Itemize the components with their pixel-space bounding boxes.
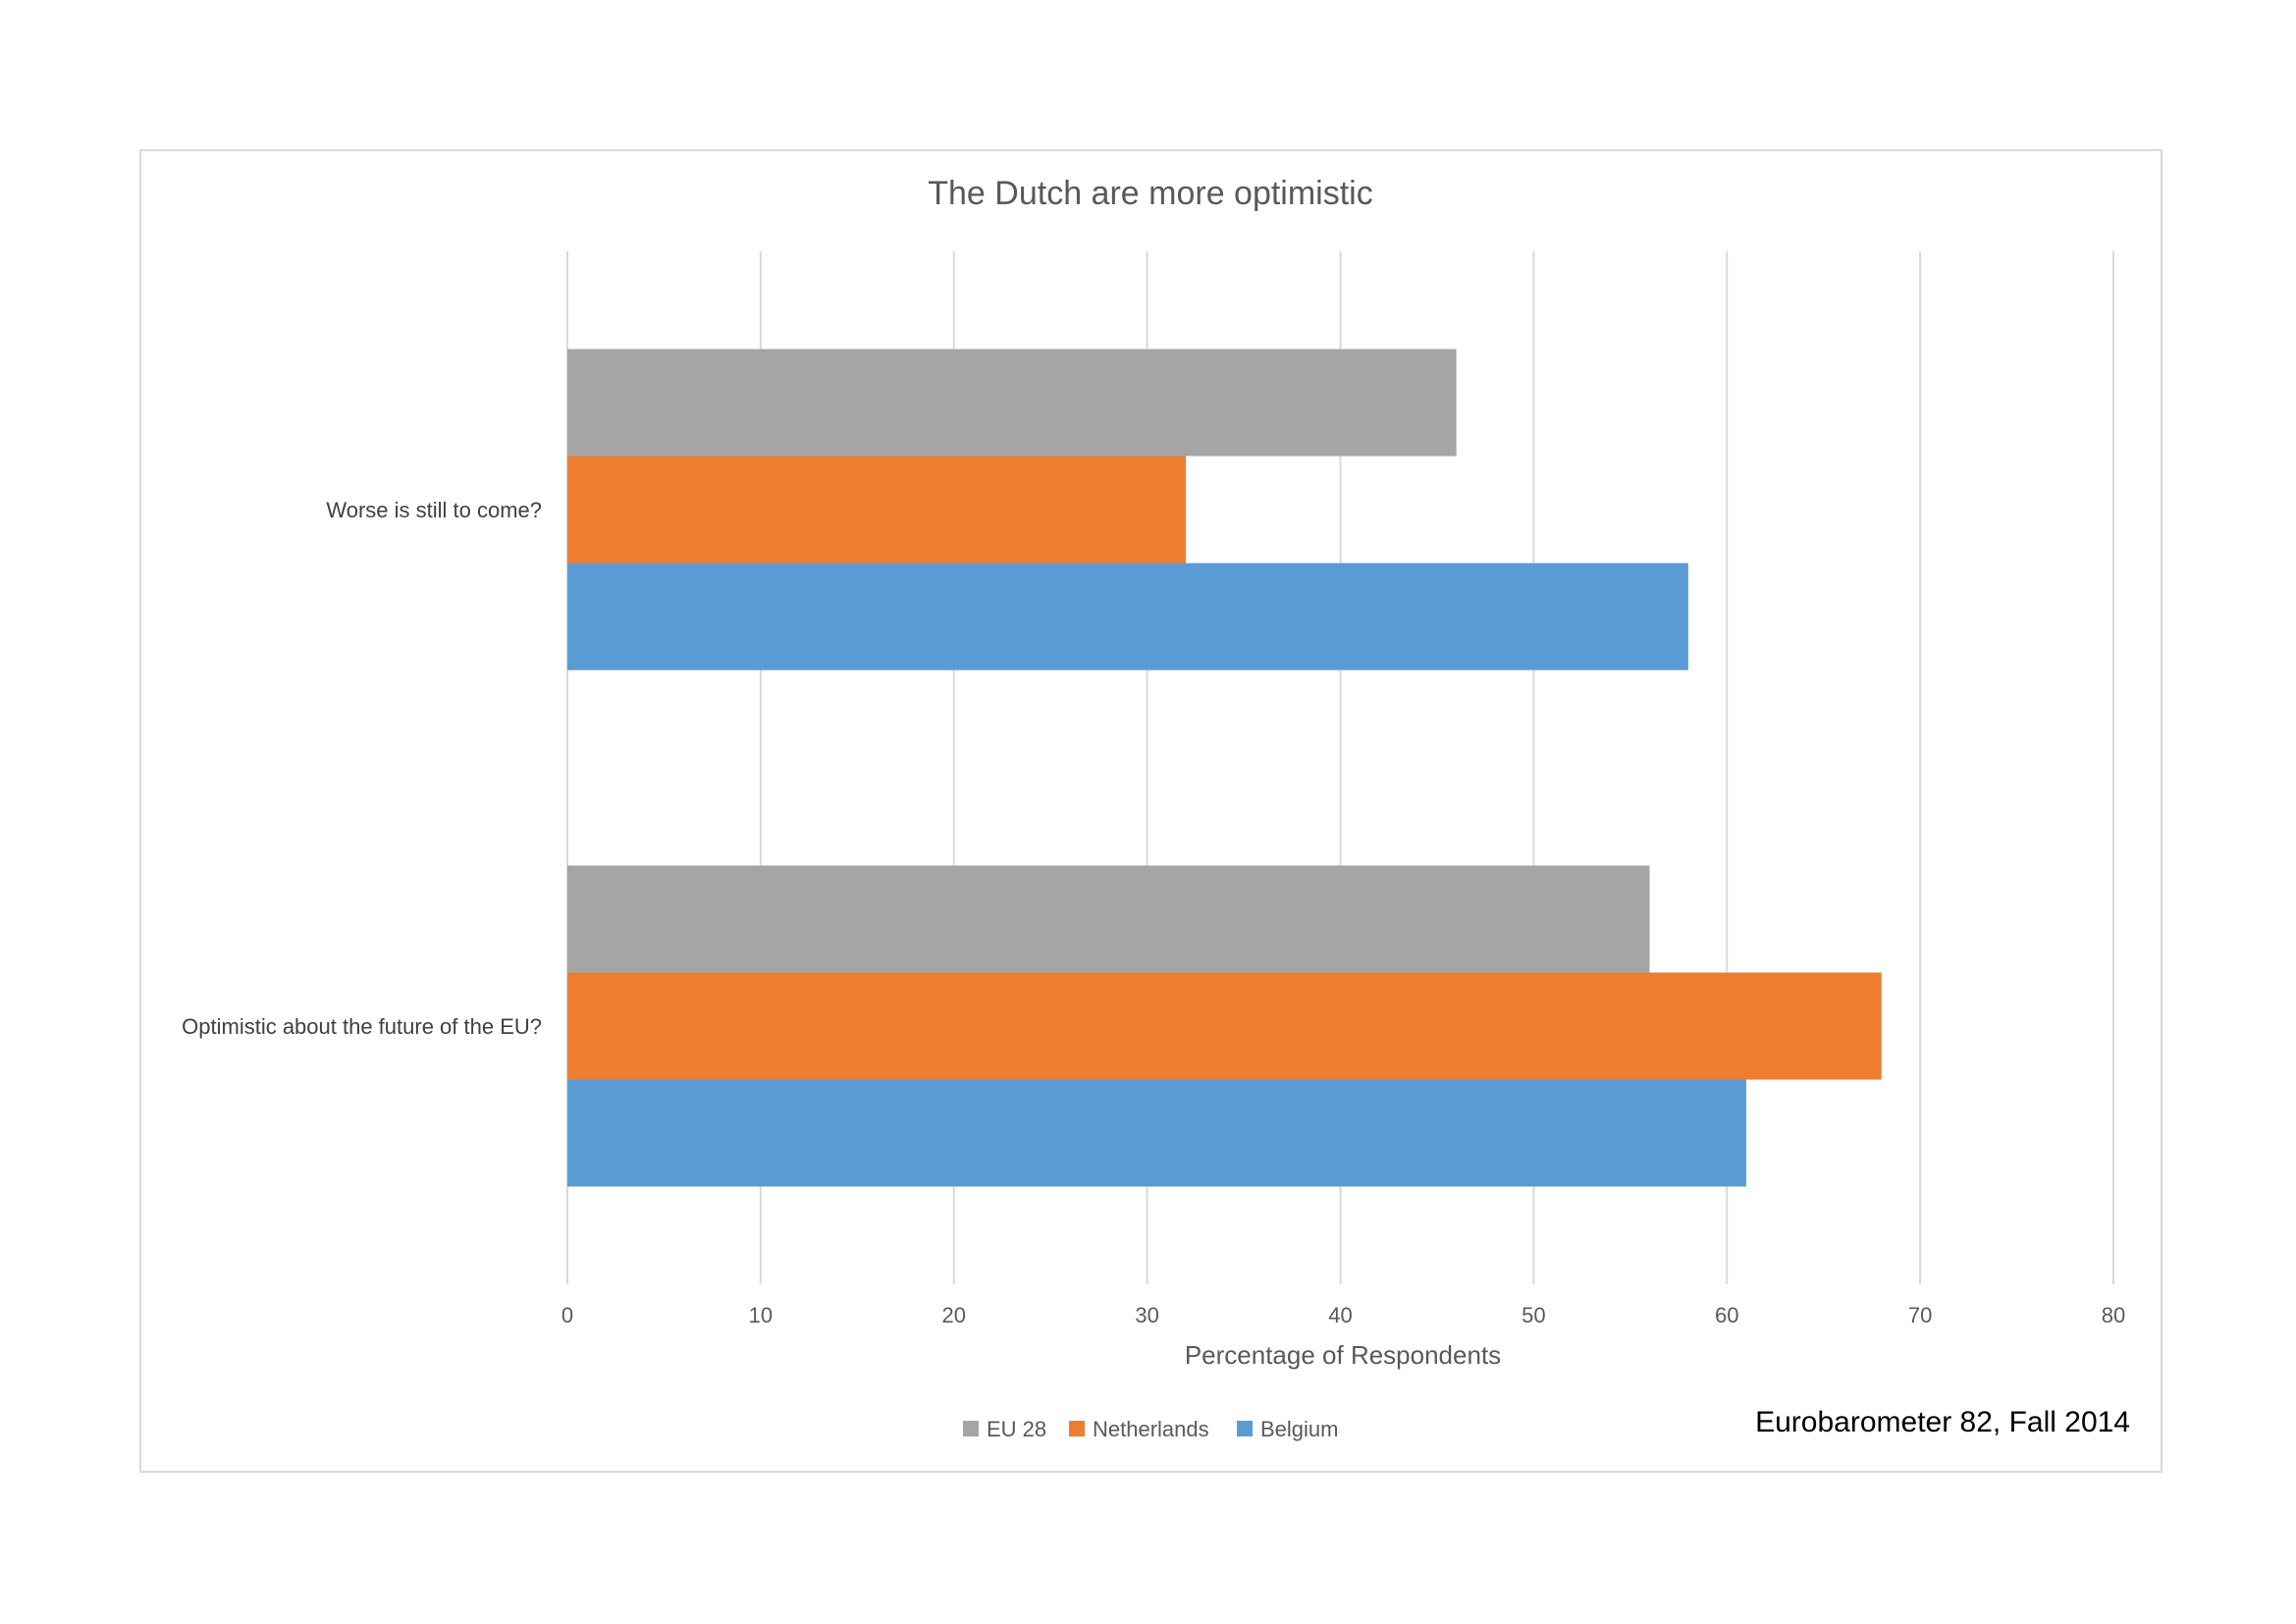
x-tick-label: 40 bbox=[1328, 1303, 1352, 1327]
legend-swatch-eu-28 bbox=[963, 1421, 979, 1436]
legend-label: Belgium bbox=[1260, 1417, 1338, 1441]
x-tick-label: 30 bbox=[1135, 1303, 1158, 1327]
bar-belgium-2 bbox=[567, 1079, 1746, 1187]
bar-eu-28-1 bbox=[567, 349, 1457, 457]
bar-belgium-1 bbox=[567, 563, 1688, 671]
x-tick-label: 20 bbox=[942, 1303, 966, 1327]
bar-netherlands-1 bbox=[567, 456, 1186, 564]
bar-eu-28-2 bbox=[567, 865, 1650, 973]
legend-swatch-netherlands bbox=[1069, 1421, 1085, 1436]
y-category-label: Worse is still to come? bbox=[326, 498, 542, 522]
y-category-label: Optimistic about the future of the EU? bbox=[182, 1014, 542, 1039]
x-tick-label: 70 bbox=[1908, 1303, 1932, 1327]
x-tick-label: 10 bbox=[749, 1303, 773, 1327]
legend-label: Netherlands bbox=[1093, 1417, 1209, 1441]
bars bbox=[567, 349, 1882, 1187]
legend-swatch-belgium bbox=[1237, 1421, 1253, 1436]
legend: EU 28 Netherlands Belgium bbox=[963, 1417, 1338, 1441]
x-tick-label: 60 bbox=[1715, 1303, 1738, 1327]
chart-title: The Dutch are more optimistic bbox=[928, 175, 1373, 212]
x-axis-ticks: 0 10 20 30 40 50 60 70 80 bbox=[561, 1303, 2125, 1327]
x-tick-label: 50 bbox=[1522, 1303, 1545, 1327]
legend-label: EU 28 bbox=[987, 1417, 1046, 1441]
source-annotation: Eurobarometer 82, Fall 2014 bbox=[1755, 1406, 2130, 1438]
bar-netherlands-2 bbox=[567, 972, 1882, 1080]
x-axis-title: Percentage of Respondents bbox=[1185, 1340, 1501, 1370]
x-tick-label: 0 bbox=[561, 1303, 573, 1327]
y-axis-categories: Worse is still to come? Optimistic about … bbox=[182, 498, 542, 1039]
x-tick-label: 80 bbox=[2102, 1303, 2125, 1327]
